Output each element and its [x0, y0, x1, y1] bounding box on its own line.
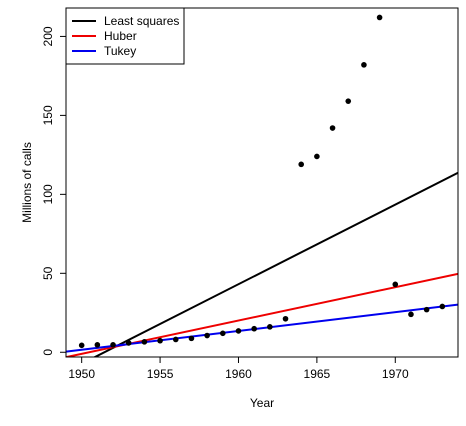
- data-point: [235, 328, 242, 334]
- data-point: [267, 324, 273, 330]
- data-point: [188, 335, 195, 342]
- plot-frame: [65, 7, 459, 358]
- y-tick-label: 100: [41, 184, 55, 204]
- y-tick-label: 150: [41, 105, 55, 125]
- series-line-tukey: [66, 303, 458, 353]
- regression-lines: [66, 171, 458, 357]
- x-axis-title: Year: [250, 396, 274, 410]
- data-point: [204, 332, 210, 339]
- data-point: [172, 336, 179, 343]
- y-tick-label: 200: [41, 26, 55, 46]
- data-point: [329, 125, 336, 131]
- x-tick-label: 1950: [68, 367, 95, 381]
- series-line-least-squares: [92, 171, 458, 357]
- data-point: [392, 281, 399, 288]
- data-point: [220, 330, 226, 337]
- data-point: [439, 303, 446, 310]
- data-point: [78, 342, 85, 349]
- data-point: [376, 14, 383, 21]
- data-point: [125, 340, 132, 346]
- data-point: [423, 306, 430, 313]
- legend-label: Huber: [104, 29, 137, 43]
- data-point: [298, 161, 305, 168]
- y-tick-label: 0: [41, 349, 55, 356]
- data-point: [94, 342, 101, 348]
- x-tick-label: 1965: [304, 367, 331, 381]
- data-point: [361, 62, 367, 68]
- legend-label: Tukey: [104, 44, 136, 58]
- x-tick-label: 1970: [382, 367, 409, 381]
- x-tick-label: 1960: [225, 367, 252, 381]
- x-tick-label: 1955: [147, 367, 174, 381]
- data-points: [78, 14, 446, 349]
- data-point: [157, 337, 163, 344]
- x-axis: 1950 1955 1960 1965 1970: [68, 357, 409, 381]
- legend-label: Least squares: [104, 14, 179, 28]
- data-point: [110, 342, 116, 348]
- data-point: [282, 315, 289, 322]
- y-axis-title: Millions of calls: [20, 142, 34, 223]
- data-point: [345, 98, 352, 104]
- data-point: [141, 339, 148, 345]
- data-point: [408, 311, 414, 318]
- data-point: [251, 325, 257, 332]
- data-point: [314, 153, 320, 160]
- y-tick-label: 50: [41, 266, 55, 280]
- y-axis: 0 50 100 150 200: [41, 26, 66, 356]
